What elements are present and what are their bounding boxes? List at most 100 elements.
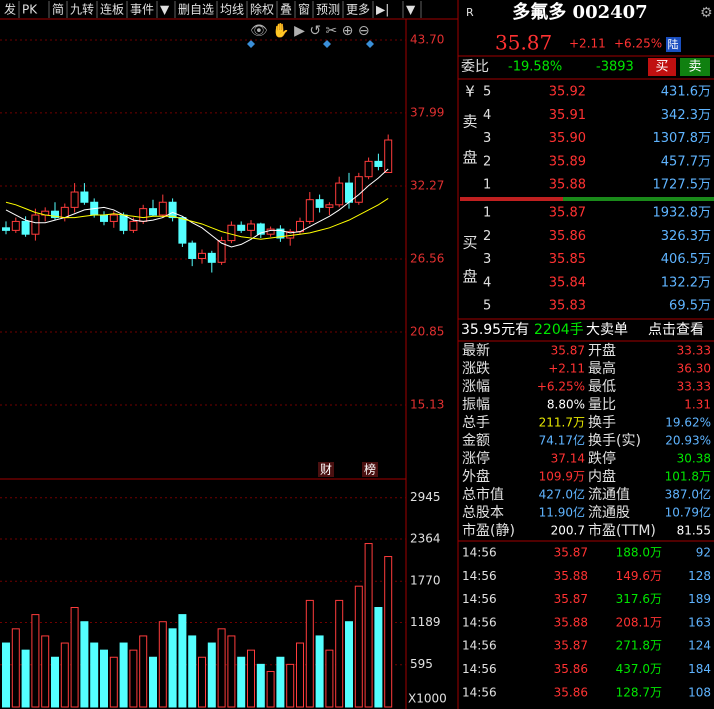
buy-button[interactable]: 买 [655, 60, 668, 75]
level: 2 [483, 229, 491, 244]
level-price: 35.91 [549, 108, 586, 123]
level-price: 35.85 [549, 252, 586, 267]
tick-price: 35.86 [554, 662, 588, 676]
volume-bar [60, 642, 69, 708]
level-price: 35.88 [549, 178, 586, 193]
toolbar-item[interactable]: 叠 [280, 3, 292, 17]
stat-label: 外盘 [462, 468, 490, 485]
stat-label: 涨停 [462, 450, 490, 467]
toolbar-item[interactable]: ▶| [376, 3, 389, 17]
toolbar-item[interactable]: 除权 [250, 2, 274, 17]
y-tick-label: 26.56 [410, 251, 444, 265]
candle-body [31, 214, 40, 235]
stat-label: 市盈(TTM) [588, 522, 656, 539]
volume-bar [31, 614, 40, 708]
stat-value: 20.93% [665, 434, 711, 448]
level-volume: 1727.5万 [653, 178, 712, 193]
ratio-value: -19.58% [508, 60, 562, 75]
stat-value: 33.33 [677, 380, 711, 394]
tick-volume: 128.7万 [616, 685, 662, 699]
volume-bar [149, 656, 157, 708]
stat-label: 内盘 [588, 468, 616, 485]
toolbar-item[interactable]: 简 [52, 3, 64, 17]
level-price: 35.89 [549, 154, 586, 169]
y-tick-label: 1189 [410, 615, 441, 629]
side-label: ¥ [465, 83, 475, 101]
candle-body [109, 214, 118, 222]
stat-value: 19.62% [665, 416, 711, 430]
market-label: R [466, 6, 474, 19]
level-volume: 406.5万 [661, 252, 711, 267]
level-volume: 457.7万 [661, 154, 711, 169]
volume-bar [2, 642, 10, 708]
stat-value: 101.8万 [665, 470, 711, 484]
toolbar-item[interactable]: 均线 [220, 3, 244, 17]
level-volume: 69.5万 [669, 299, 711, 314]
sell-button[interactable] [680, 58, 710, 76]
level: 3 [483, 131, 491, 146]
candle-body [178, 217, 187, 244]
level-price: 35.92 [549, 85, 586, 100]
volume-bar [256, 663, 265, 708]
level: 1 [483, 206, 491, 221]
volume-bar [335, 599, 344, 708]
tick-volume: 437.0万 [616, 662, 662, 676]
stat-value: 200.7 [551, 524, 585, 538]
volume-bar [315, 635, 324, 708]
toolbar-item[interactable]: 事件 [130, 3, 154, 17]
sell-button[interactable]: 卖 [688, 60, 701, 75]
candle-body [70, 191, 79, 208]
stat-label: 振幅 [462, 397, 490, 413]
volume-bar [51, 656, 59, 708]
candle-body [256, 223, 265, 235]
stat-label: 跌停 [588, 450, 616, 467]
volume-bar [100, 649, 108, 708]
volume-bar [286, 663, 295, 708]
tick-volume: 149.6万 [616, 569, 662, 583]
y-tick-label: 37.99 [410, 105, 444, 119]
toolbar-item[interactable]: 更多 [346, 3, 370, 17]
toolbar-item[interactable]: 九转 [70, 2, 94, 17]
stat-label: 换手 [588, 414, 616, 431]
stat-label: 最高 [588, 360, 616, 377]
candle-body [354, 176, 363, 203]
marker-box [318, 462, 334, 477]
candle-body [345, 182, 353, 203]
toolbar-item[interactable]: 删自选 [178, 3, 214, 17]
tick-time: 14:56 [462, 592, 497, 606]
toolbar-item[interactable]: 连板 [100, 2, 124, 17]
last-price: 35.87 [495, 31, 552, 55]
tick-price: 35.86 [554, 685, 588, 699]
tick-count: 128 [688, 569, 711, 583]
tick-price: 35.88 [554, 615, 588, 629]
tick-time: 14:56 [462, 569, 497, 583]
stat-value: 30.38 [677, 452, 711, 466]
stat-value: 8.80% [547, 398, 585, 412]
toolbar-item[interactable]: 窗 [298, 3, 310, 17]
ma-line [5, 168, 389, 248]
level-volume: 326.3万 [661, 229, 711, 244]
chart-tools[interactable]: 👁 ✋ ▶ ↺ ✂ ⊕ ⊖ [250, 22, 370, 39]
toolbar-item[interactable]: 预测 [316, 3, 340, 17]
toolbar-item[interactable]: ▼ [160, 3, 170, 17]
volume-bar [305, 599, 314, 708]
toolbar-item[interactable]: 发 [4, 2, 16, 17]
ratio-label: 委比 [461, 59, 489, 75]
toolbar-item[interactable]: PK [22, 3, 38, 17]
settings-icon[interactable]: ⚙ [700, 5, 713, 21]
stat-label: 量比 [588, 397, 616, 413]
candle-body [158, 201, 167, 216]
marker-label: 财 [320, 463, 332, 477]
stat-value: 11.90亿 [539, 505, 585, 520]
tick-volume: 271.8万 [616, 639, 662, 653]
stat-value: 37.14 [551, 452, 585, 466]
level: 2 [483, 154, 491, 169]
volume-bar [109, 656, 118, 708]
big-order-text: 2204手 [534, 322, 584, 338]
toolbar-item[interactable]: ▼ [406, 3, 416, 17]
buy-button[interactable] [648, 58, 676, 76]
tick-time: 14:56 [462, 685, 497, 699]
candle-body [227, 224, 236, 242]
tick-price: 35.87 [554, 639, 588, 653]
